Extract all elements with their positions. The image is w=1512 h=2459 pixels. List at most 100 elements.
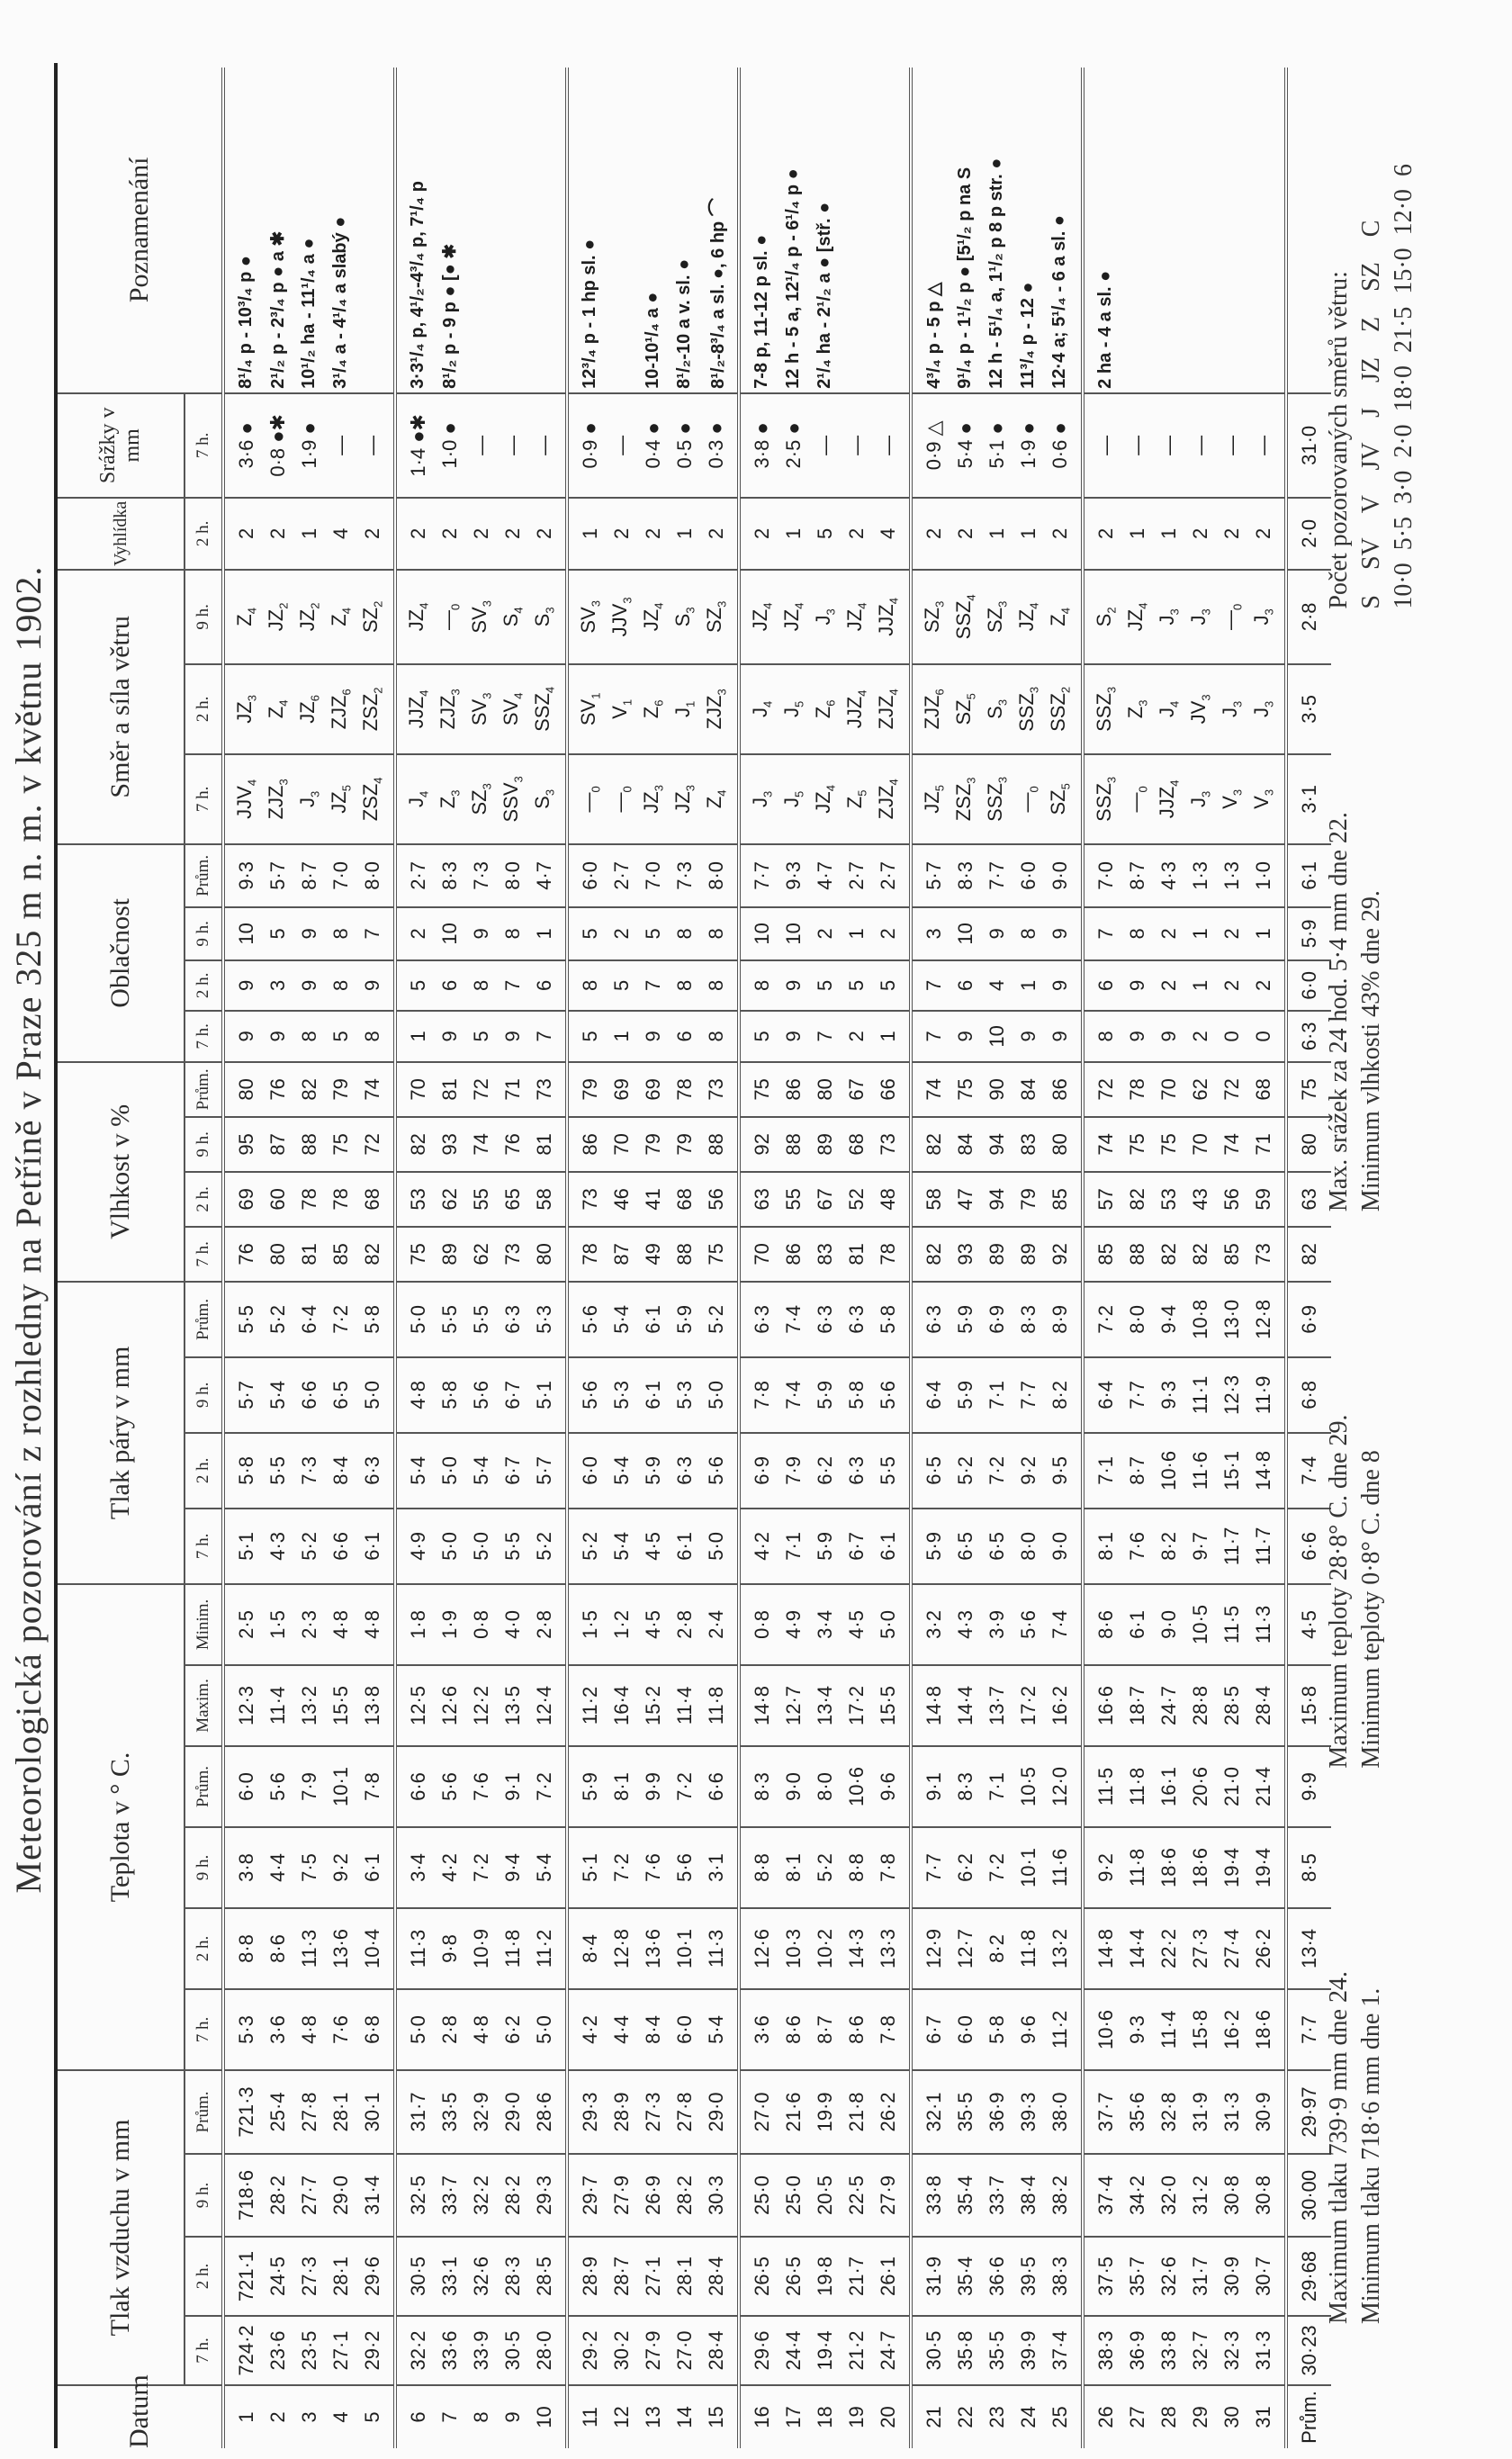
cloudiness-cell: 8 xyxy=(739,959,778,1011)
pressure-cell: 28·1 xyxy=(325,2069,356,2154)
cloudiness-cell: 9 xyxy=(1044,906,1083,960)
wind-direction: SSZ xyxy=(952,600,976,640)
remark-cell: 7-8 p, 11-12 p sl. ● xyxy=(739,67,778,393)
subheader-h9: 9 h. xyxy=(184,1116,223,1172)
humidity-cell: 73 xyxy=(528,1061,567,1117)
wind-force: 3 xyxy=(1199,694,1213,701)
vapor-pressure-cell: 11·6 xyxy=(1184,1432,1216,1509)
wind-force: 6 xyxy=(652,699,666,707)
pressure-cell: 30·9 xyxy=(1247,2069,1286,2154)
remark-cell xyxy=(841,67,872,393)
wind-cell: Z4 xyxy=(262,663,293,754)
temperature-cell: 18·7 xyxy=(1121,1664,1153,1746)
cloudiness-cell: 5 xyxy=(567,1010,606,1062)
vapor-pressure-cell: 5·8 xyxy=(841,1356,872,1433)
wind-force: 6 xyxy=(932,689,947,696)
precipitation-cell: 0·6 ● xyxy=(1044,392,1083,498)
cloudiness-cell: 8·7 xyxy=(1121,843,1153,907)
temperature-cell: 19·4 xyxy=(1216,1826,1247,1908)
pressure-cell: 31·2 xyxy=(1184,2154,1216,2237)
wind-force: 4 xyxy=(1167,779,1182,787)
vapor-pressure-cell: 5·0 xyxy=(434,1508,465,1584)
humidity-cell: 79 xyxy=(637,1116,669,1172)
pressure-cell: 26·1 xyxy=(872,2237,911,2316)
pressure-cell: 19·9 xyxy=(809,2069,841,2154)
vapor-pressure-cell: 4·8 xyxy=(395,1356,434,1433)
vapor-pressure-cell: 6·4 xyxy=(1083,1356,1121,1433)
remark-cell: 4³/₄ p - 5 p △ xyxy=(911,67,950,393)
wind-cell: SV3 xyxy=(567,569,606,664)
table-row: 11 29·2 28·9 29·7 29·3 4·2 8·4 5·1 5·9 11·2 1·5 5·2… xyxy=(567,67,606,2448)
temperature-cell: 9·2 xyxy=(325,1826,356,1908)
wind-force: 3 xyxy=(276,779,291,786)
wind-force: 3 xyxy=(995,698,1010,707)
humidity-cell: 86 xyxy=(778,1226,809,1282)
cloudiness-cell: 9 xyxy=(434,1010,465,1062)
pressure-cell: 31·7 xyxy=(1184,2237,1216,2316)
cloudiness-cell: 8 xyxy=(700,959,739,1011)
precipitation-cell: 0·4 ● xyxy=(637,392,669,498)
table-row: 19 21·2 21·7 22·5 21·8 8·6 14·3 8·8 10·6 17·2 4·5 6… xyxy=(841,67,872,2448)
wind-direction: SV xyxy=(468,698,491,726)
visibility-cell: 2 xyxy=(700,497,739,570)
wind-force: 3 xyxy=(308,790,322,797)
wind-direction: ZJZ xyxy=(875,695,898,730)
wind-force: 3 xyxy=(1104,686,1119,694)
humidity-cell: 62 xyxy=(465,1226,497,1282)
temperature-cell: 8·1 xyxy=(606,1745,637,1827)
vapor-pressure-cell: 7·3 xyxy=(293,1432,325,1509)
temperature-cell: 8·4 xyxy=(567,1907,606,1989)
subheader-avg: Prům. xyxy=(184,1281,223,1357)
temperature-cell: 9·6 xyxy=(1012,1988,1044,2070)
wind-force: 4 xyxy=(715,789,729,797)
humidity-cell: 70 xyxy=(739,1226,778,1282)
wind-cell: JZ3 xyxy=(637,753,669,844)
pressure-cell: 21·2 xyxy=(841,2316,872,2385)
temperature-cell: 11·4 xyxy=(262,1664,293,1746)
temperature-cell: 12·7 xyxy=(778,1664,809,1746)
wind-cell: ZJZ3 xyxy=(262,753,293,844)
visibility-cell: 2 xyxy=(911,497,950,570)
pressure-cell: 33·9 xyxy=(465,2316,497,2385)
wind-cell: Z5 xyxy=(841,753,872,844)
wind-direction: ZSZ xyxy=(359,693,382,732)
day-cell: 15 xyxy=(704,2406,727,2428)
vapor-pressure-cell: 5·0 xyxy=(700,1508,739,1584)
humidity-cell: 75 xyxy=(395,1226,434,1282)
wind-direction: SV xyxy=(500,698,523,726)
humidity-cell: 46 xyxy=(606,1171,637,1227)
pressure-cell: 27·0 xyxy=(739,2069,778,2154)
pressure-cell: 31·9 xyxy=(911,2237,950,2316)
wind-direction: SSZ xyxy=(531,693,554,732)
temperature-cell: 11·6 xyxy=(1044,1826,1083,1908)
precipitation-cell: — xyxy=(872,392,911,498)
vapor-pressure-cell: 14·8 xyxy=(1247,1432,1286,1509)
vapor-pressure-cell: 10·6 xyxy=(1153,1432,1184,1509)
humidity-cell: 56 xyxy=(1216,1171,1247,1227)
humidity-cell: 86 xyxy=(567,1116,606,1172)
humidity-cell: 94 xyxy=(981,1116,1012,1172)
wind-force: 4 xyxy=(652,602,666,609)
temperature-cell: 10·2 xyxy=(809,1907,841,1989)
humidity-cell: 62 xyxy=(1184,1061,1216,1117)
pressure-cell: 29·7 xyxy=(567,2154,606,2237)
cloudiness-cell: 8 xyxy=(669,906,700,960)
wind-cell: J1 xyxy=(669,663,700,754)
visibility-cell: 2 xyxy=(950,497,981,570)
vapor-pressure-cell: 6·3 xyxy=(497,1281,528,1357)
humidity-cell: 86 xyxy=(778,1061,809,1117)
pressure-cell: 29·2 xyxy=(356,2316,395,2385)
subheader-h2: 2 h. xyxy=(184,497,223,570)
cloudiness-cell: 9 xyxy=(1153,1010,1184,1062)
humidity-cell: 94 xyxy=(981,1171,1012,1227)
temperature-cell: 1·5 xyxy=(567,1583,606,1665)
wind-force: 3 xyxy=(1136,699,1150,707)
wind-cell: Z4 xyxy=(325,569,356,664)
subheader-avg: Prům. xyxy=(184,2069,223,2154)
pressure-cell: 21·8 xyxy=(841,2069,872,2154)
page-title: Meteorologická pozorování z rozhledny na… xyxy=(8,565,49,1894)
pressure-cell: 27·9 xyxy=(637,2316,669,2385)
pressure-cell: 21·6 xyxy=(778,2069,809,2154)
remark-cell: 8¹/₄ p - 10³/₄ p ● xyxy=(223,67,262,393)
note-wind-title: Počet pozorovaných směrů větru: xyxy=(1325,271,1353,609)
